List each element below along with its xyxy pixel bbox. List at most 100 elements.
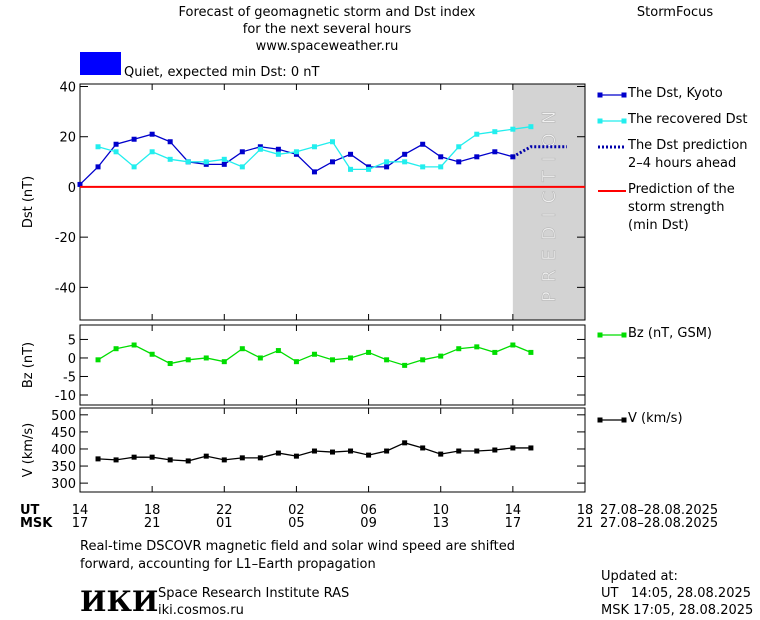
legend-marker xyxy=(621,118,627,124)
marker xyxy=(510,342,516,348)
marker xyxy=(510,126,516,132)
y-tick-label: -20 xyxy=(55,231,76,246)
marker xyxy=(257,355,263,361)
marker xyxy=(95,357,101,363)
x-range: 27.08–28.08.2025 xyxy=(600,516,718,531)
marker xyxy=(167,139,173,145)
marker xyxy=(221,161,227,167)
legend-marker xyxy=(597,118,603,124)
marker xyxy=(492,447,498,453)
x-tick-label: 10 xyxy=(432,503,449,518)
marker xyxy=(77,181,83,187)
marker xyxy=(167,361,173,367)
x-tick-label: 09 xyxy=(360,516,377,531)
legend-label: Prediction of the storm strength (min Ds… xyxy=(628,182,735,233)
legend-marker xyxy=(621,417,627,423)
marker xyxy=(113,141,119,147)
y-tick-label: 350 xyxy=(51,460,76,475)
marker xyxy=(275,151,281,157)
legend-label: The Dst prediction 2–4 hours ahead xyxy=(628,138,748,171)
marker xyxy=(456,144,462,150)
marker xyxy=(492,129,498,135)
marker xyxy=(149,454,155,460)
panel-frame xyxy=(79,407,586,493)
subtitle: for the next several hours xyxy=(243,22,412,37)
y-tick-label: 0 xyxy=(68,181,76,196)
marker xyxy=(456,159,462,165)
marker xyxy=(492,149,498,155)
prediction-region xyxy=(512,84,585,320)
logo: ИКИ xyxy=(80,585,158,618)
legend-marker xyxy=(597,417,603,423)
marker xyxy=(239,455,245,461)
x-range: 27.08–28.08.2025 xyxy=(600,503,718,518)
marker xyxy=(492,349,498,355)
y-tick-label: 450 xyxy=(51,426,76,441)
marker xyxy=(239,164,245,170)
footer-note: Real-time DSCOVR magnetic field and sola… xyxy=(80,539,516,572)
marker xyxy=(275,450,281,456)
marker xyxy=(384,159,390,165)
marker xyxy=(384,164,390,170)
legend-label: V (km/s) xyxy=(628,411,683,426)
y-axis-label: V (km/s) xyxy=(21,423,36,478)
marker xyxy=(330,449,335,455)
x-tick-label: 18 xyxy=(144,503,161,518)
marker xyxy=(131,136,137,142)
marker xyxy=(402,159,408,165)
y-tick-label: -40 xyxy=(55,281,76,296)
marker xyxy=(366,164,372,170)
marker xyxy=(510,445,516,451)
marker xyxy=(330,159,335,165)
x-tick-label: 06 xyxy=(360,503,377,518)
marker xyxy=(528,445,534,451)
panel-frame xyxy=(79,324,586,406)
marker xyxy=(330,357,335,363)
marker xyxy=(185,357,191,363)
marker xyxy=(149,131,155,137)
marker xyxy=(420,445,426,451)
marker xyxy=(95,144,101,150)
x-tick-label: 01 xyxy=(216,516,233,531)
y-tick-label: 5 xyxy=(68,333,76,348)
marker xyxy=(348,151,354,157)
marker xyxy=(113,457,119,463)
marker xyxy=(438,154,444,160)
marker xyxy=(131,342,137,348)
marker xyxy=(384,357,390,363)
marker xyxy=(474,154,480,160)
region-label: PREDICTION xyxy=(539,102,560,302)
x-tick-label: 17 xyxy=(505,516,522,531)
marker xyxy=(420,164,426,170)
y-tick-label: -5 xyxy=(63,370,76,385)
marker xyxy=(456,448,462,454)
x-tick-label: 14 xyxy=(505,503,522,518)
title: Forecast of geomagnetic storm and Dst in… xyxy=(178,5,475,20)
marker xyxy=(257,455,263,461)
marker xyxy=(528,124,534,130)
marker xyxy=(221,359,227,365)
marker xyxy=(384,448,390,454)
marker xyxy=(149,149,155,155)
marker xyxy=(438,353,444,359)
institute: Space Research Institute RAS xyxy=(158,586,349,601)
y-tick-label: 400 xyxy=(51,443,76,458)
marker xyxy=(275,146,281,152)
marker xyxy=(402,362,408,368)
y-axis-label: Dst (nT) xyxy=(21,176,36,228)
x-tick-label: 05 xyxy=(288,516,305,531)
marker xyxy=(456,346,462,352)
marker xyxy=(95,164,101,170)
x-tick-label: 21 xyxy=(577,516,594,531)
updated-ut: UT 14:05, 28.08.2025 xyxy=(601,586,751,601)
marker xyxy=(239,346,245,352)
marker xyxy=(185,159,191,165)
marker xyxy=(203,161,209,167)
marker xyxy=(293,151,299,157)
y-axis-label: Bz (nT) xyxy=(21,342,36,388)
legend-label: The recovered Dst xyxy=(628,112,748,127)
marker xyxy=(474,448,480,454)
legend-marker xyxy=(597,92,603,98)
